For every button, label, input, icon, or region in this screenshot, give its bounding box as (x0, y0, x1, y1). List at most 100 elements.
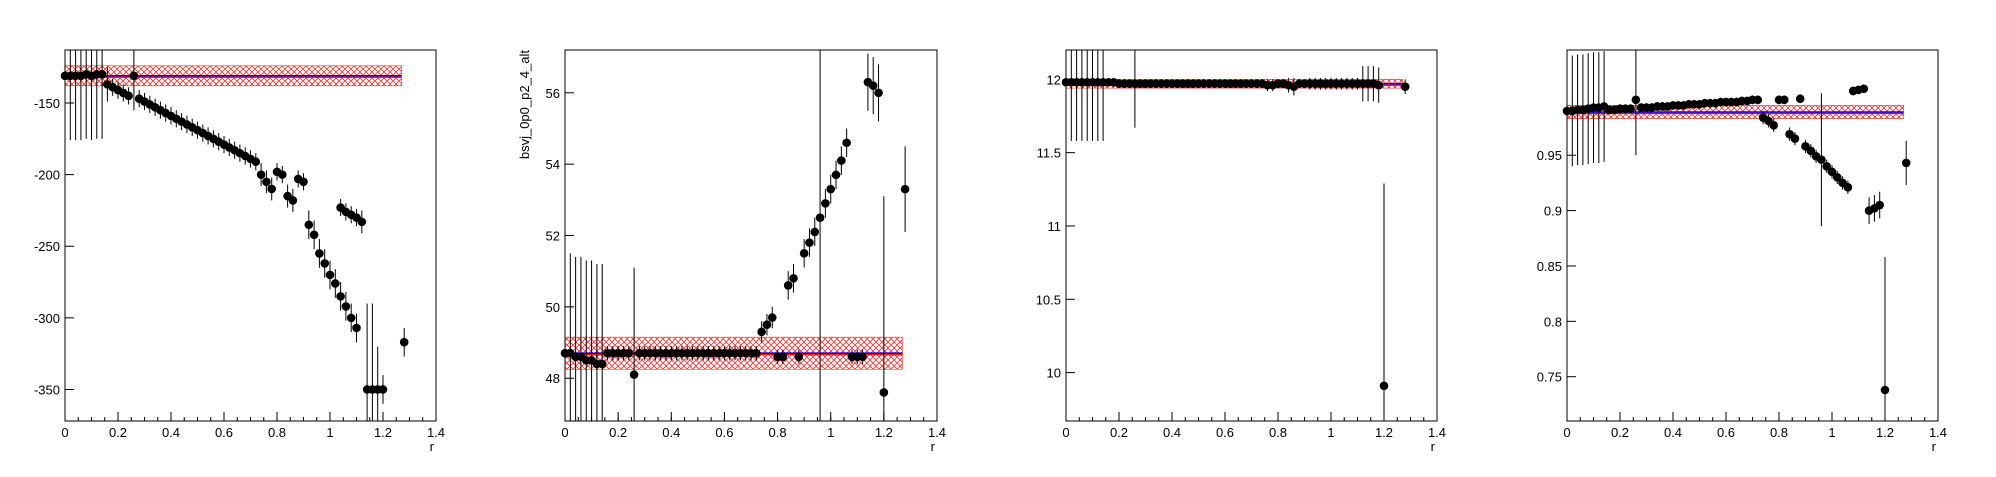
data-point-1-52 (336, 292, 345, 301)
data-point-2-56 (858, 352, 867, 362)
data-point-2-37 (757, 327, 766, 337)
x-tick-label-4-7: 1.4 (1929, 425, 1947, 440)
data-point-1-39 (267, 184, 277, 194)
data-point-4-43 (1790, 134, 1800, 143)
data-point-1-36 (251, 157, 261, 167)
data-point-2-41 (778, 352, 788, 362)
data-point-4-46 (1806, 146, 1816, 156)
data-point-2-59 (874, 88, 883, 98)
y-tick-label-2-2: 52 (546, 229, 560, 244)
x-tick-label-1-0: 0 (61, 425, 68, 440)
data-point-4-59 (1875, 200, 1884, 210)
x-tick-label-4-0: 0 (1563, 425, 1570, 440)
data-point-2-7 (597, 359, 607, 369)
data-point-2-39 (767, 313, 777, 322)
y-tick-label-4-4: 0.75 (1537, 370, 1562, 385)
x-tick-label-3-1: 0.2 (1110, 425, 1128, 440)
data-point-4-60 (1880, 385, 1890, 395)
y-tick-label-3-0: 12 (1047, 72, 1061, 87)
y-tick-label-2-3: 54 (546, 157, 560, 172)
x-tick-label-2-6: 1.2 (875, 425, 893, 440)
x-tick-label-4-4: 0.8 (1770, 425, 1788, 440)
x-tick-label-1-4: 0.8 (268, 425, 286, 440)
data-point-1-53 (341, 302, 351, 311)
data-point-1-60 (357, 217, 367, 227)
data-point-1-49 (320, 259, 330, 268)
data-point-1-12 (124, 91, 133, 101)
y-tick-label-2-1: 50 (546, 300, 560, 315)
data-point-2-58 (868, 81, 878, 90)
data-point-4-48 (1817, 155, 1826, 164)
data-point-2-42 (783, 281, 793, 290)
x-tick-label-2-0: 0 (561, 425, 568, 440)
y-tick-label-1-1: -200 (34, 168, 60, 183)
data-point-2-51 (831, 170, 841, 180)
data-point-2-46 (805, 238, 814, 247)
data-point-2-48 (815, 213, 825, 222)
y-tick-label-4-3: 0.8 (1544, 314, 1562, 329)
data-point-1-46 (304, 220, 314, 230)
y-tick-label-4-1: 0.9 (1544, 204, 1562, 219)
y-tick-label-3-3: 10.5 (1036, 292, 1061, 307)
data-point-1-37 (256, 170, 266, 179)
y-tick-label-3-1: 11.5 (1037, 146, 1061, 161)
y-axis-label-2: bsvj_0p0_p2_4_alt (517, 50, 532, 160)
x-tick-label-1-1: 0.2 (109, 425, 127, 440)
y-tick-label-1-2: -250 (34, 239, 60, 254)
data-point-2-44 (794, 352, 804, 362)
y-tick-label-1-4: -350 (34, 382, 60, 397)
x-axis-label-1: r (430, 439, 435, 454)
x-tick-label-3-0: 0 (1062, 425, 1069, 440)
y-tick-label-2-4: 56 (546, 86, 560, 101)
data-point-2-13 (629, 370, 639, 379)
data-point-4-44 (1795, 94, 1805, 104)
y-tick-label-2-0: 48 (546, 371, 560, 386)
data-point-1-64 (378, 385, 388, 394)
x-tick-label-4-3: 0.6 (1717, 425, 1735, 440)
data-point-1-43 (288, 196, 298, 205)
x-tick-label-2-1: 0.2 (609, 425, 627, 440)
x-tick-label-1-2: 0.4 (162, 425, 180, 440)
plot-frame-1 (64, 49, 437, 422)
data-point-3-60 (1379, 381, 1389, 391)
y-tick-label-3-2: 11 (1048, 219, 1062, 234)
data-point-1-51 (331, 279, 340, 288)
data-point-1-55 (352, 323, 361, 333)
data-point-2-52 (837, 156, 846, 165)
data-point-1-48 (315, 249, 324, 258)
x-tick-label-3-4: 0.8 (1269, 425, 1287, 440)
data-point-2-43 (789, 274, 798, 283)
data-point-3-59 (1374, 80, 1383, 90)
data-point-3-61 (1400, 82, 1410, 91)
data-point-2-60 (879, 388, 889, 397)
data-point-1-41 (278, 170, 287, 179)
data-point-1-50 (325, 270, 335, 280)
x-tick-label-3-6: 1.2 (1375, 425, 1393, 440)
x-tick-label-2-7: 1.4 (928, 425, 946, 440)
data-point-1-45 (299, 177, 308, 187)
data-point-2-45 (799, 249, 809, 258)
plot-frame-3 (1065, 49, 1438, 422)
x-tick-label-4-6: 1.2 (1876, 425, 1894, 440)
data-point-2-50 (826, 184, 836, 194)
x-tick-label-1-3: 0.6 (215, 425, 233, 440)
data-point-2-38 (762, 320, 772, 329)
data-point-4-50 (1827, 167, 1837, 177)
x-tick-label-4-1: 0.2 (1611, 425, 1629, 440)
y-tick-label-1-3: -300 (34, 311, 60, 326)
y-tick-label-4-0: 0.95 (1537, 148, 1562, 163)
x-tick-label-2-5: 1 (827, 425, 834, 440)
x-tick-label-1-7: 1.4 (427, 425, 445, 440)
data-point-4-12 (1626, 104, 1635, 113)
data-point-1-13 (129, 71, 139, 81)
x-tick-label-3-3: 0.6 (1216, 425, 1234, 440)
data-point-1-47 (309, 230, 319, 240)
data-point-4-13 (1631, 95, 1641, 105)
data-point-2-61 (900, 184, 910, 194)
data-point-2-12 (624, 348, 634, 358)
data-point-1-7 (97, 70, 107, 79)
data-point-4-36 (1753, 95, 1763, 105)
data-point-2-36 (752, 348, 761, 358)
